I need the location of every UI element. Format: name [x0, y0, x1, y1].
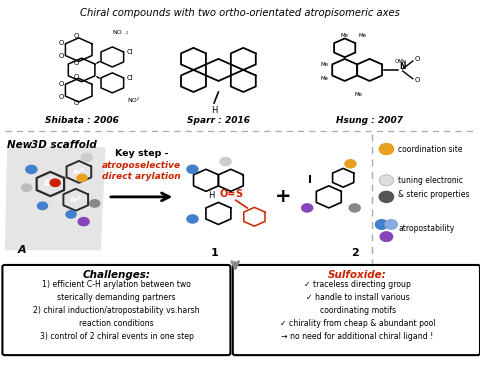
- Text: direct arylation: direct arylation: [102, 172, 181, 181]
- Circle shape: [385, 220, 397, 229]
- Circle shape: [36, 201, 48, 210]
- Text: tuning electronic: tuning electronic: [398, 176, 463, 185]
- Circle shape: [21, 183, 32, 192]
- FancyBboxPatch shape: [233, 265, 480, 355]
- Text: NO: NO: [128, 98, 137, 103]
- Text: Cl: Cl: [126, 49, 133, 55]
- Circle shape: [380, 232, 393, 241]
- Text: ✓ traceless directing group
✓ handle to install various
coordinating motifs
✓ ch: ✓ traceless directing group ✓ handle to …: [280, 280, 435, 341]
- Circle shape: [77, 217, 90, 226]
- Text: 1: 1: [210, 248, 218, 258]
- Circle shape: [379, 144, 394, 155]
- Text: Me: Me: [354, 92, 362, 97]
- Text: +: +: [275, 187, 291, 206]
- Circle shape: [25, 164, 37, 174]
- Text: atropostability: atropostability: [398, 224, 455, 233]
- Circle shape: [186, 214, 199, 224]
- Text: NO: NO: [112, 29, 122, 35]
- Circle shape: [65, 210, 77, 219]
- Text: atroposelective: atroposelective: [102, 161, 181, 170]
- Circle shape: [348, 203, 361, 213]
- Text: New: New: [7, 140, 36, 150]
- Text: H: H: [208, 191, 215, 200]
- Text: Me: Me: [359, 33, 366, 38]
- Text: Ar³: Ar³: [70, 197, 82, 203]
- Text: Shibata : 2006: Shibata : 2006: [45, 116, 119, 125]
- Circle shape: [186, 164, 199, 174]
- Text: O: O: [73, 74, 79, 80]
- Circle shape: [375, 220, 388, 229]
- Text: O: O: [58, 81, 63, 87]
- Circle shape: [301, 203, 313, 213]
- Text: Cl: Cl: [126, 75, 133, 81]
- Text: Hsung : 2007: Hsung : 2007: [336, 116, 403, 125]
- Text: Me: Me: [321, 62, 329, 67]
- Text: O: O: [414, 56, 420, 62]
- Text: Challenges:: Challenges:: [83, 270, 151, 280]
- Circle shape: [219, 157, 232, 166]
- Text: O: O: [73, 100, 79, 106]
- Text: A: A: [17, 245, 26, 255]
- Text: ₂: ₂: [136, 96, 138, 100]
- Circle shape: [379, 191, 394, 202]
- Circle shape: [344, 159, 357, 169]
- Text: Sparr : 2016: Sparr : 2016: [187, 116, 250, 125]
- Text: Chiral compounds with two ortho-orientated atropisomeric axes: Chiral compounds with two ortho-orientat…: [80, 8, 400, 18]
- Text: S: S: [236, 188, 243, 199]
- Text: H: H: [211, 106, 217, 115]
- Text: Me: Me: [341, 33, 348, 38]
- Circle shape: [379, 175, 394, 186]
- Text: O: O: [414, 77, 420, 83]
- Text: I: I: [308, 175, 312, 185]
- Text: N: N: [399, 62, 406, 71]
- Text: 1) efficient C-H arylation between two
sterically demanding partners
2) chiral i: 1) efficient C-H arylation between two s…: [33, 280, 200, 341]
- Text: 3D scaffold: 3D scaffold: [31, 140, 97, 150]
- Circle shape: [89, 199, 100, 208]
- Circle shape: [81, 152, 93, 162]
- Text: Ar¹: Ar¹: [44, 180, 57, 188]
- Circle shape: [76, 173, 88, 182]
- Text: O: O: [73, 60, 79, 66]
- Text: O: O: [58, 40, 63, 46]
- Text: Ar²: Ar²: [73, 169, 85, 175]
- Text: Sulfoxide:: Sulfoxide:: [328, 270, 387, 280]
- FancyBboxPatch shape: [2, 265, 230, 355]
- Text: O: O: [73, 33, 79, 39]
- Text: coordination site: coordination site: [398, 145, 463, 153]
- Text: Key step -: Key step -: [115, 149, 168, 158]
- Text: O: O: [58, 53, 63, 59]
- Text: OMe: OMe: [395, 59, 408, 64]
- Text: ₂: ₂: [126, 29, 128, 35]
- Text: & steric properties: & steric properties: [398, 190, 470, 199]
- Text: O=: O=: [219, 188, 236, 199]
- Text: O: O: [58, 94, 63, 100]
- Text: 2: 2: [351, 248, 359, 258]
- Circle shape: [49, 178, 61, 187]
- Text: Me: Me: [321, 76, 329, 81]
- Polygon shape: [5, 147, 106, 250]
